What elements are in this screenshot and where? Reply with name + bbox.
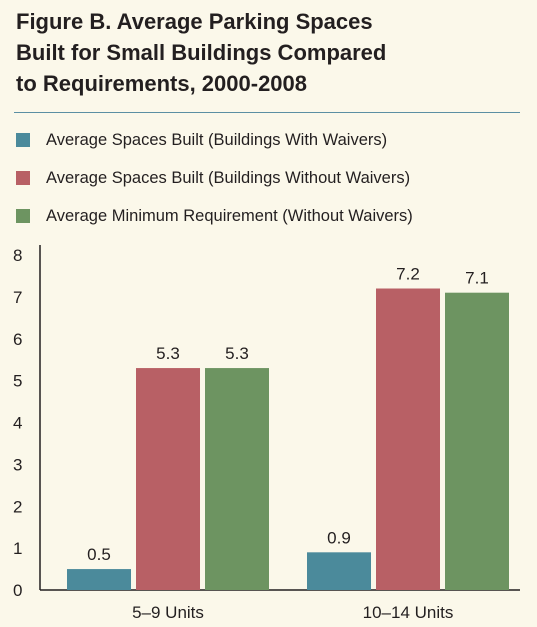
data-label: 7.1: [465, 269, 489, 288]
legend-swatch-with-waivers: [16, 133, 30, 147]
title-line-3: to Requirements, 2000-2008: [16, 71, 308, 96]
y-tick-label: 4: [13, 414, 22, 433]
chart-legend: Average Spaces Built (Buildings With Wai…: [16, 121, 413, 235]
x-category-label: 10–14 Units: [363, 603, 454, 622]
y-tick-label: 3: [13, 455, 22, 474]
bar-with-waivers: [307, 552, 371, 590]
y-tick-label: 6: [13, 330, 22, 349]
title-line-1: Figure B. Average Parking Spaces: [16, 9, 373, 34]
title-line-2: Built for Small Buildings Compared: [16, 40, 387, 65]
legend-label-minimum-requirement: Average Minimum Requirement (Without Wai…: [46, 206, 413, 225]
legend-swatch-without-waivers: [16, 171, 30, 185]
y-tick-label: 2: [13, 497, 22, 516]
y-tick-label: 1: [13, 539, 22, 558]
y-tick-label: 5: [13, 372, 22, 391]
legend-label-without-waivers: Average Spaces Built (Buildings Without …: [46, 168, 411, 187]
bar-without-waivers: [376, 288, 440, 590]
legend-item-minimum-requirement: Average Minimum Requirement (Without Wai…: [16, 197, 413, 235]
bar-without-waivers: [136, 368, 200, 590]
data-label: 7.2: [396, 265, 420, 284]
chart-title: Figure B. Average Parking Spaces Built f…: [16, 6, 516, 99]
title-divider: [14, 112, 520, 113]
x-category-label: 5–9 Units: [132, 603, 204, 622]
legend-item-with-waivers: Average Spaces Built (Buildings With Wai…: [16, 121, 413, 159]
legend-item-without-waivers: Average Spaces Built (Buildings Without …: [16, 159, 413, 197]
legend-label-with-waivers: Average Spaces Built (Buildings With Wai…: [46, 130, 388, 149]
bar-with-waivers: [67, 569, 131, 590]
bar-minimum-requirement: [205, 368, 269, 590]
data-label: 5.3: [225, 344, 249, 363]
data-label: 0.5: [87, 545, 111, 564]
y-tick-label: 8: [13, 246, 22, 265]
y-tick-label: 7: [13, 288, 22, 307]
legend-swatch-minimum-requirement: [16, 209, 30, 223]
bar-minimum-requirement: [445, 292, 509, 590]
y-tick-label: 0: [13, 581, 22, 600]
data-label: 5.3: [156, 344, 180, 363]
data-label: 0.9: [327, 528, 351, 547]
